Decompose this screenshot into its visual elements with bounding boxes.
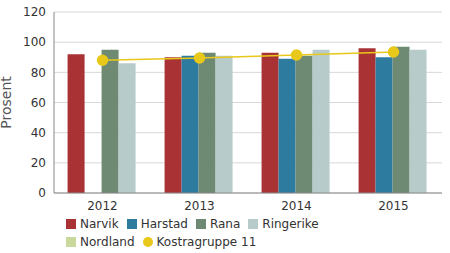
svg-text:100: 100 bbox=[23, 35, 46, 49]
svg-text:80: 80 bbox=[31, 66, 46, 80]
html-text:Kostragruppe 11: Kostragruppe 11 bbox=[156, 235, 257, 249]
html-text:Nordland: Nordland bbox=[80, 235, 135, 249]
svg-text:0: 0 bbox=[38, 186, 46, 200]
svg-text:2015: 2015 bbox=[378, 199, 409, 213]
svg-text:2014: 2014 bbox=[281, 199, 312, 213]
html-text:Narvik: Narvik bbox=[80, 217, 119, 231]
svg-text:60: 60 bbox=[31, 96, 46, 110]
svg-text:20: 20 bbox=[31, 156, 46, 170]
html-text:Rana: Rana bbox=[209, 217, 241, 231]
svg-text:120: 120 bbox=[23, 5, 46, 19]
html-text:Ringerike: Ringerike bbox=[262, 217, 319, 231]
svg-text:2013: 2013 bbox=[184, 199, 215, 213]
svg-text:2012: 2012 bbox=[87, 199, 118, 213]
html-text:Harstad: Harstad bbox=[140, 217, 188, 231]
svg-text:40: 40 bbox=[31, 126, 46, 140]
svg-text:Prosent: Prosent bbox=[8, 76, 14, 129]
